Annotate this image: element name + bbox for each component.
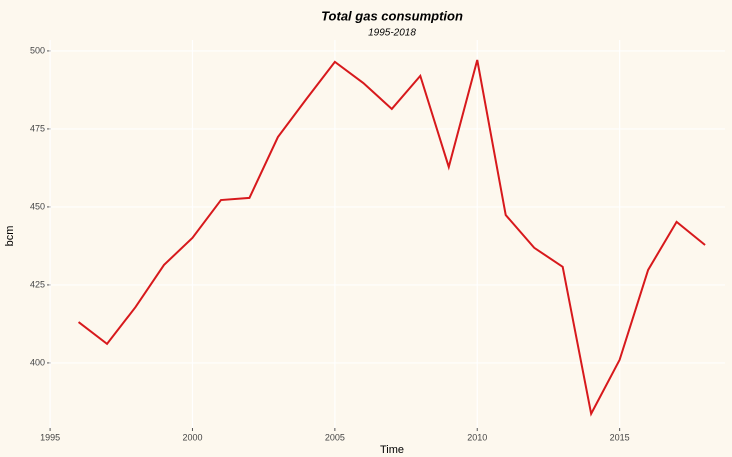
x-tick-label: 1995 bbox=[40, 432, 60, 442]
x-tick-label: 2015 bbox=[610, 432, 630, 442]
line-series bbox=[77, 59, 706, 417]
x-axis-label: Time bbox=[380, 444, 404, 456]
y-axis-label: bcm bbox=[4, 226, 16, 247]
y-tick-label: 450 bbox=[30, 201, 45, 211]
y-tick-label: 425 bbox=[30, 279, 45, 289]
x-tick-label: 2000 bbox=[182, 432, 202, 442]
y-tick-label: 475 bbox=[30, 123, 45, 133]
x-tick-label: 2010 bbox=[467, 432, 487, 442]
chart-subtitle: 1995-2018 bbox=[368, 28, 416, 39]
chart-title: Total gas consumption bbox=[321, 8, 463, 23]
y-tick-label: 500 bbox=[30, 45, 45, 55]
x-tick-label: 2005 bbox=[325, 432, 345, 442]
y-tick-label: 400 bbox=[30, 357, 45, 367]
